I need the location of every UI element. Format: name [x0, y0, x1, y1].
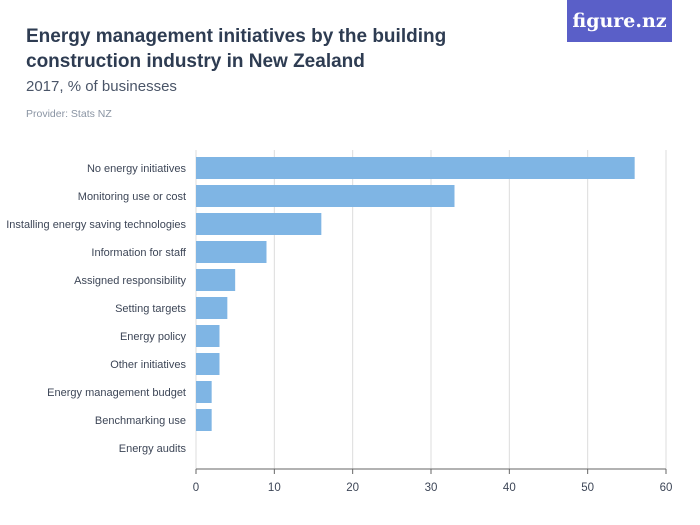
category-label: Monitoring use or cost	[78, 191, 186, 203]
bar	[196, 409, 212, 431]
category-label: Installing energy saving technologies	[6, 219, 186, 231]
x-tick-label: 30	[425, 482, 438, 494]
category-label: No energy initiatives	[87, 163, 187, 175]
category-label: Other initiatives	[110, 359, 186, 371]
category-label: Energy audits	[119, 443, 187, 455]
x-tick-label: 20	[346, 482, 359, 494]
provider-label: Provider: Stats NZ	[26, 108, 112, 120]
category-label: Energy management budget	[47, 387, 186, 399]
category-label: Setting targets	[115, 303, 186, 315]
x-tick-label: 60	[660, 482, 673, 494]
x-tick-label: 0	[193, 482, 199, 494]
category-label: Information for staff	[91, 247, 187, 259]
x-tick-label: 40	[503, 482, 516, 494]
bar	[196, 269, 236, 291]
figure-nz-logo[interactable]: figure.nz	[567, 0, 672, 42]
category-label: Benchmarking use	[95, 415, 186, 427]
category-label: Energy policy	[120, 331, 187, 343]
bar	[196, 325, 220, 347]
bar	[196, 297, 228, 319]
chart-subtitle: 2017, % of businesses	[26, 78, 177, 95]
bar	[196, 157, 635, 179]
bar	[196, 381, 212, 403]
chart-title: Energy management initiatives by the bui…	[26, 26, 447, 72]
x-tick-label: 10	[268, 482, 281, 494]
category-label: Assigned responsibility	[74, 275, 186, 287]
x-tick-label: 50	[581, 482, 594, 494]
bar	[196, 185, 455, 207]
bar	[196, 353, 220, 375]
bar	[196, 241, 267, 263]
bar	[196, 213, 322, 235]
